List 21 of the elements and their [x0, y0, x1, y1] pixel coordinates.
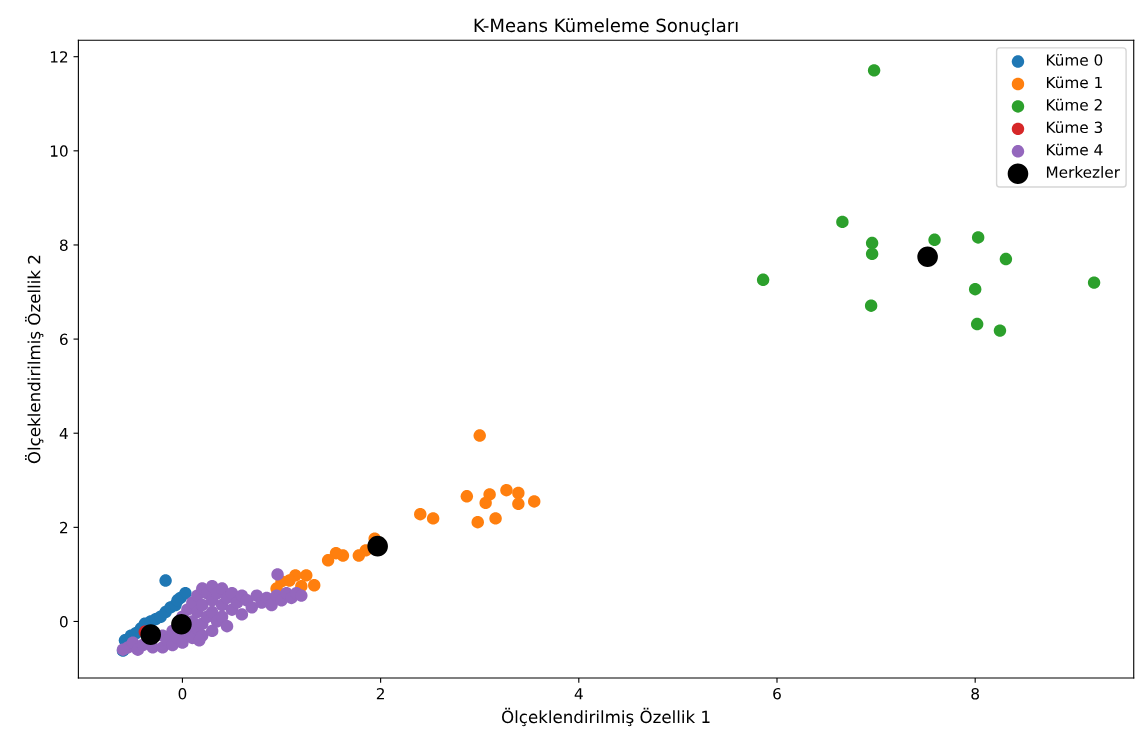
x-tick-label: 2 — [376, 687, 384, 700]
y-tick-label: 4 — [59, 427, 68, 440]
legend-label: Küme 0 — [1046, 54, 1103, 66]
legend-label: Küme 4 — [1046, 143, 1103, 156]
x-tick-label: 8 — [971, 687, 979, 700]
legend-label: Merkezler — [1046, 166, 1120, 178]
legend-label: Küme 2 — [1046, 98, 1102, 111]
y-tick-label: 2 — [60, 521, 68, 534]
legend-label: Küme 3 — [1046, 121, 1103, 134]
legend-label: Küme 1 — [1046, 76, 1102, 89]
y-tick-label: 0 — [59, 615, 68, 628]
x-tick-label: 6 — [773, 687, 781, 700]
x-tick-label: 0 — [178, 687, 187, 700]
y-tick-label: 8 — [59, 239, 68, 251]
y-axis-title: Ölçeklendirilmiş Özellik 2 — [25, 255, 44, 464]
y-tick-label: 10 — [50, 145, 68, 157]
x-axis-title: Ölçeklendirilmiş Özellik 1 — [501, 707, 710, 727]
x-tick-label: 4 — [574, 688, 583, 700]
chart-title: K-Means Kümeleme Sonuçları — [474, 18, 738, 36]
y-tick-label: 6 — [60, 333, 68, 346]
y-tick-label: 12 — [50, 51, 68, 63]
